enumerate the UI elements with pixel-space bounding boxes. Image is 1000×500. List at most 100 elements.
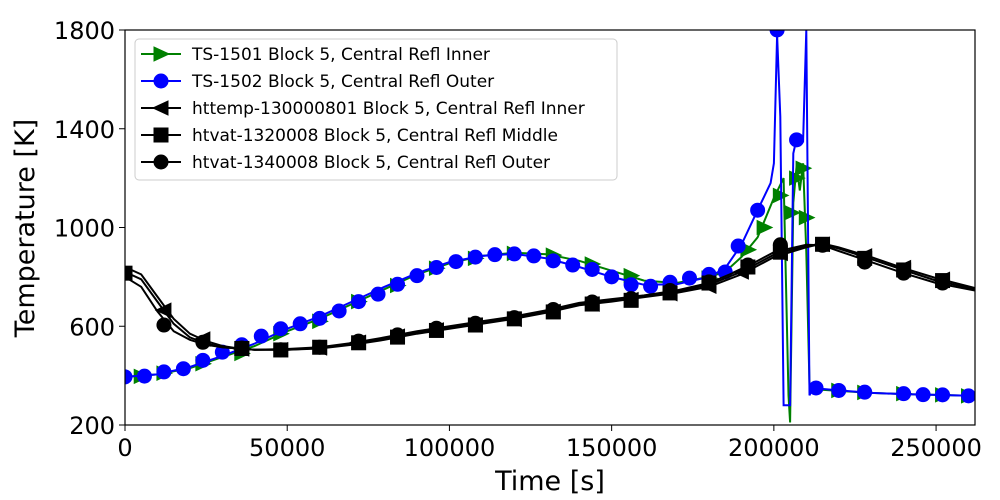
y-tick-label: 1000 [54,215,115,243]
legend-entry-2: TS-1502 Block 5, Central Refl Outer [141,72,494,92]
series-2-point [273,321,289,337]
series-2-point [467,249,483,265]
series-5-point [428,320,444,336]
legend-entry-5: htvat-1340008 Block 5, Central Refl Oute… [141,153,550,173]
series-2-point [643,278,659,294]
legend-swatch-marker [151,100,169,116]
series-5-point [390,327,406,343]
series-2-point [915,387,931,403]
legend-box [134,38,618,181]
series-2-point [789,132,805,148]
series-2-point [125,369,133,385]
series-5-point [156,317,172,333]
series-5-point [701,274,717,290]
series-2-point [253,328,269,344]
legend-label: httemp-130000801 Block 5, Central Refl I… [192,99,585,119]
series-5-point [857,254,873,270]
series-2-point [961,388,975,404]
series-2-point [487,247,503,263]
y-tick-label: 1400 [54,116,115,144]
series-2-point [370,286,386,302]
series-2-point [390,276,406,292]
series-5-point [234,340,250,356]
series-2-point [750,202,766,218]
series-2-point [409,268,425,284]
series-5-point [351,333,367,349]
x-tick-label: 50000 [249,434,325,462]
series-2-point [935,387,951,403]
series-2-point [312,310,328,326]
legend-swatch-marker [153,46,171,62]
legend-label: TS-1502 Block 5, Central Refl Outer [191,72,494,92]
legend-entry-4: htvat-1320008 Block 5, Central Refl Midd… [141,126,558,146]
y-axis: 200 600 1000 1400 1800 [54,17,125,440]
series-2-point [565,257,581,273]
x-tick-label: 250000 [890,434,982,462]
series-5-point [273,342,289,358]
series-2-point [156,364,172,380]
legend-entry-1: TS-1501 Block 5, Central Refl Inner [141,45,490,65]
series-5-point [312,339,328,355]
series-2-point [604,269,620,285]
series-5-point [623,291,639,307]
series-5-point [545,301,561,317]
series-1 [125,160,975,423]
legend-label: TS-1501 Block 5, Central Refl Inner [191,45,490,65]
y-tick-label: 200 [69,412,115,440]
x-tick-label: 200000 [728,434,820,462]
series-5-point [467,315,483,331]
series-2-point [331,303,347,319]
series-5-point [740,257,756,273]
series-2-point [351,294,367,310]
series-2-point [769,30,785,38]
x-tick-label: 100000 [404,434,496,462]
series-2-point [545,253,561,269]
legend-swatch-marker [153,154,169,170]
series-2-point [584,261,600,277]
series-5-point [772,237,788,253]
legend-swatch-marker [153,73,169,89]
series-2-point [448,254,464,270]
y-axis-label: Temperature [K] [10,119,41,338]
x-tick-label: 0 [117,434,132,462]
series-1-line [125,163,975,423]
series-1-point [798,209,816,226]
series-5-point [506,310,522,326]
series-2-point [682,270,698,286]
x-axis: 0 50000 100000 150000 200000 250000 [117,425,982,462]
series-5-point [896,265,912,281]
y-tick-label: 600 [69,313,115,341]
x-tick-label: 150000 [566,434,658,462]
series-layer [125,30,975,423]
series-2-point [526,248,542,264]
series-2-point [506,246,522,262]
legend-swatch-marker [153,127,169,143]
series-2-point [730,238,746,254]
series-5-point [662,282,678,298]
series-2-point [195,352,211,368]
series-5-point [584,294,600,310]
series-1-point [795,160,813,177]
legend: TS-1501 Block 5, Central Refl Inner TS-15… [134,38,618,181]
series-2-point [428,259,444,275]
series-5-point [815,237,831,253]
series-5-point [195,334,211,350]
series-4-point [125,265,133,281]
series-2-point [136,368,152,384]
series-2-point [831,382,847,398]
series-2-point [175,361,191,377]
series-1-point [756,219,774,236]
legend-label: htvat-1340008 Block 5, Central Refl Oute… [192,153,550,173]
legend-label: htvat-1320008 Block 5, Central Refl Midd… [192,126,558,146]
series-5 [125,237,975,358]
y-tick-label: 1800 [54,17,115,45]
series-2-point [808,380,824,396]
series-2-point [623,277,639,293]
legend-entry-3: httemp-130000801 Block 5, Central Refl I… [141,99,585,119]
series-2-point [292,316,308,332]
series-2-point [857,384,873,400]
series-5-point [935,275,951,291]
x-axis-label: Time [s] [494,466,605,497]
series-2-point [896,386,912,402]
